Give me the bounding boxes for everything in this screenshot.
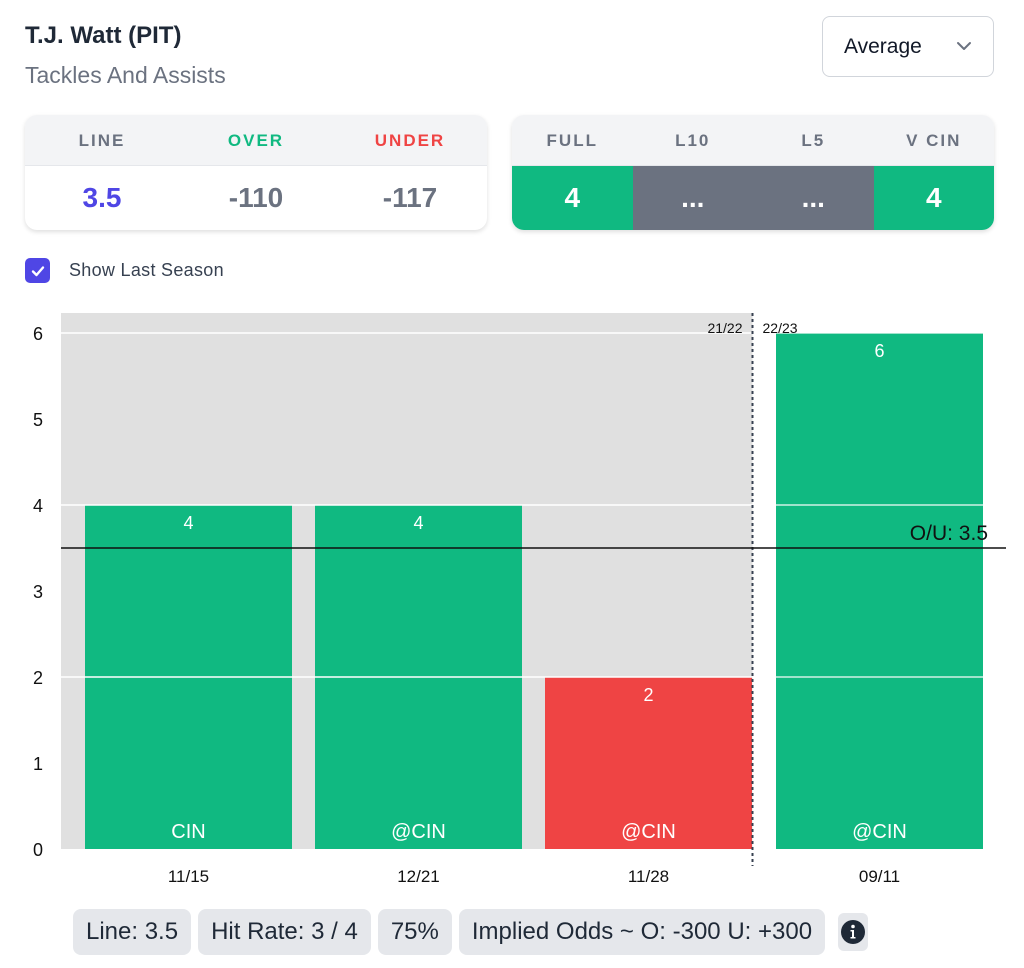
y-tick-label: 3: [33, 582, 43, 602]
y-tick-label: 4: [33, 496, 43, 516]
checkmark-icon: [31, 265, 44, 276]
info-icon: [841, 920, 866, 944]
hit-percent-pill: 75%: [377, 909, 452, 955]
bar: [545, 677, 752, 849]
line-odds-header: LINE OVER UNDER: [25, 115, 487, 166]
bar-value-label: 4: [413, 513, 423, 533]
dropdown-selected-value: Average: [844, 34, 922, 58]
y-tick-label: 5: [33, 410, 43, 430]
hit-rate-pill: Hit Rate: 3 / 4: [198, 909, 371, 955]
l10-header[interactable]: L10: [675, 131, 711, 150]
averages-card: FULL L10 L5 V CIN 4 ... ... 4: [512, 115, 994, 230]
season-label-previous: 21/22: [707, 320, 742, 336]
game-log-bar-chart: 0 1 2 3 4 5 6 4 CIN 11/15 4 @CIN 12/21 2 @CIN 11/28 6 @CI…: [33, 313, 1006, 886]
l5-value: ...: [753, 166, 874, 230]
bar-value-label: 4: [183, 513, 193, 533]
over-under-label: O/U: 3.5: [910, 522, 988, 545]
x-tick-label: 12/21: [397, 867, 440, 886]
y-tick-label: 2: [33, 668, 43, 688]
over-header: OVER: [227, 131, 285, 150]
averages-values: 4 ... ... 4: [512, 166, 994, 230]
line-odds-values: 3.5 -110 -117: [25, 166, 487, 230]
x-tick-label: 11/28: [628, 867, 669, 886]
bar-value-label: 2: [643, 685, 653, 705]
y-tick-label: 1: [33, 754, 43, 774]
y-tick-label: 6: [33, 324, 43, 344]
bar-opponent-label: @CIN: [852, 821, 907, 843]
bar-opponent-label: @CIN: [621, 821, 676, 843]
over-odds-value: -110: [228, 182, 284, 213]
player-title: T.J. Watt (PIT): [25, 22, 182, 49]
bar-opponent-label: @CIN: [391, 821, 446, 843]
bar-opponent-label: CIN: [171, 821, 205, 843]
full-header[interactable]: FULL: [546, 131, 598, 150]
chevron-down-icon: [957, 42, 971, 50]
x-tick-label: 11/15: [168, 867, 209, 886]
full-value: 4: [512, 166, 633, 230]
l10-value: ...: [632, 166, 753, 230]
show-last-season-toggle[interactable]: Show Last Season: [25, 258, 224, 283]
summary-pills: Line: 3.5 Hit Rate: 3 / 4 75% Implied Od…: [73, 909, 869, 955]
bar-value-label: 6: [874, 341, 884, 361]
line-odds-card: LINE OVER UNDER 3.5 -110 -117: [25, 115, 487, 230]
averages-header: FULL L10 L5 V CIN: [512, 115, 994, 166]
line-pill: Line: 3.5: [73, 909, 192, 955]
under-header: UNDER: [374, 131, 446, 150]
aggregation-dropdown[interactable]: Average: [822, 16, 994, 77]
season-label-current: 22/23: [763, 320, 798, 336]
show-last-season-label: Show Last Season: [69, 260, 224, 280]
line-value: 3.5: [82, 182, 122, 213]
y-tick-label: 0: [33, 840, 43, 860]
stat-subtitle: Tackles And Assists: [25, 62, 226, 88]
vs-opponent-header[interactable]: V CIN: [906, 131, 962, 150]
bar: [776, 333, 983, 849]
x-tick-label: 09/11: [859, 867, 900, 886]
vs-opponent-value: 4: [873, 166, 994, 230]
show-last-season-checkbox[interactable]: [25, 258, 50, 283]
info-button[interactable]: [838, 913, 869, 951]
under-odds-value: -117: [382, 182, 438, 213]
implied-odds-pill: Implied Odds ~ O: -300 U: +300: [458, 909, 826, 955]
l5-header[interactable]: L5: [801, 131, 826, 150]
line-header: LINE: [78, 131, 126, 150]
